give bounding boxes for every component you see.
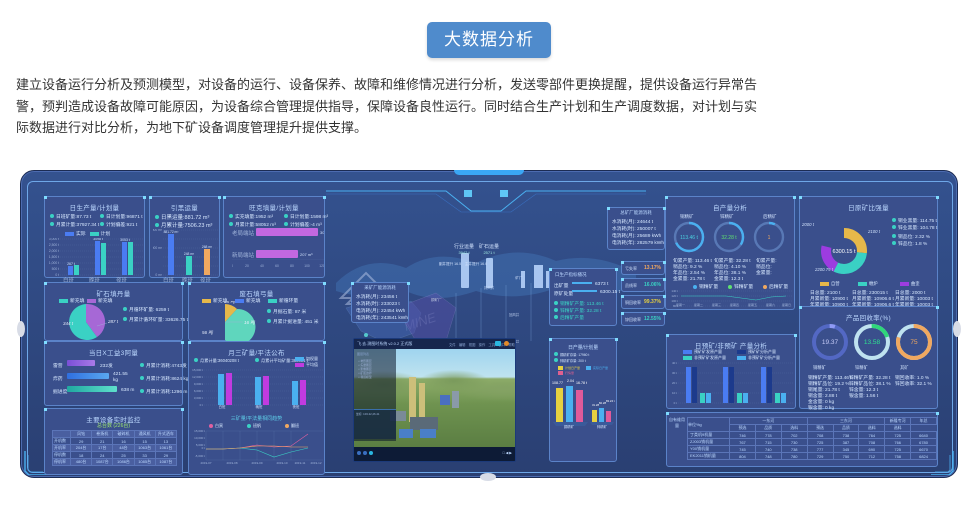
svg-text:3098 t: 3098 t xyxy=(93,238,103,241)
svg-text:回风井: 回风井 xyxy=(509,312,520,317)
svg-text:0: 0 xyxy=(232,264,233,268)
svg-text:2019-09: 2019-09 xyxy=(251,461,262,465)
svg-text:19.37: 19.37 xyxy=(822,339,839,346)
svg-text:16 吨: 16 吨 xyxy=(244,320,256,325)
svg-text:207 m³: 207 m³ xyxy=(300,252,313,257)
svg-text:120: 120 xyxy=(319,264,324,268)
svg-text:10,000 t: 10,000 t xyxy=(194,436,205,440)
svg-text:100: 100 xyxy=(304,264,310,268)
svg-text:83.24 t: 83.24 t xyxy=(606,399,615,403)
svg-text:881.72 m³: 881.72 m³ xyxy=(164,230,180,234)
svg-text:-5,000 t: -5,000 t xyxy=(195,454,205,458)
svg-text:晚班: 晚班 xyxy=(256,404,263,409)
svg-text:140 t: 140 t xyxy=(671,290,678,293)
svg-text:16.78 t: 16.78 t xyxy=(576,381,587,385)
svg-text:3,000 t: 3,000 t xyxy=(49,238,59,241)
svg-text:行业运量: 行业运量 xyxy=(454,243,474,250)
svg-text:0 t: 0 t xyxy=(55,273,59,276)
svg-text:9,000 t: 9,000 t xyxy=(194,382,203,386)
svg-text:15,000 t: 15,000 t xyxy=(192,369,203,372)
svg-text:0 t: 0 t xyxy=(200,403,204,407)
svg-text:0 t: 0 t xyxy=(674,401,678,404)
svg-text:铜精矿: 铜精矿 xyxy=(564,424,575,429)
svg-text:120 t: 120 t xyxy=(671,294,678,298)
svg-text:2000 m³: 2000 m³ xyxy=(153,246,163,250)
svg-text:副井提升 16.5: 副井提升 16.5 xyxy=(439,261,461,266)
svg-text:60: 60 xyxy=(275,264,279,268)
svg-text:锌精矿: 锌精矿 xyxy=(597,424,608,429)
svg-text:12,000 t: 12,000 t xyxy=(192,375,203,379)
svg-text:30 t: 30 t xyxy=(672,371,677,375)
svg-text:2,000 t: 2,000 t xyxy=(49,249,59,253)
svg-text:20 t: 20 t xyxy=(672,381,677,385)
svg-text:15,000 t: 15,000 t xyxy=(194,430,205,433)
svg-text:344 t: 344 t xyxy=(63,321,74,326)
svg-text:20: 20 xyxy=(245,264,249,268)
svg-text:287 t: 287 t xyxy=(107,319,118,324)
svg-text:108.77: 108.77 xyxy=(552,381,563,385)
svg-text:6,000 t: 6,000 t xyxy=(194,389,203,393)
svg-text:2019-11: 2019-11 xyxy=(295,461,306,465)
svg-text:248 m³: 248 m³ xyxy=(184,252,195,256)
svg-text:3942 t: 3942 t xyxy=(458,250,470,255)
svg-text:矿厂: 矿厂 xyxy=(515,275,523,280)
svg-text:2019-07: 2019-07 xyxy=(200,461,211,465)
svg-text:113.46 t: 113.46 t xyxy=(680,235,698,241)
svg-text:铜矿厂: 铜矿厂 xyxy=(431,297,442,302)
svg-text:6300.15 t: 6300.15 t xyxy=(833,249,856,255)
svg-text:1,500 t: 1,500 t xyxy=(49,255,59,259)
svg-text:2019-10: 2019-10 xyxy=(276,461,287,465)
svg-text:主井提升 16.0: 主井提升 16.0 xyxy=(465,261,487,266)
svg-text:1: 1 xyxy=(768,235,771,241)
svg-text:3,000 t: 3,000 t xyxy=(194,396,203,400)
svg-text:268 m³: 268 m³ xyxy=(202,245,213,249)
svg-text:40: 40 xyxy=(260,264,264,268)
svg-text:矿石运量: 矿石运量 xyxy=(479,243,499,250)
svg-text:2019-08: 2019-08 xyxy=(226,461,237,465)
svg-text:2571 t: 2571 t xyxy=(483,250,495,255)
svg-text:75: 75 xyxy=(910,339,918,346)
svg-text:307 m³: 307 m³ xyxy=(320,230,324,235)
svg-text:10 t: 10 t xyxy=(672,391,677,395)
svg-text:3053 t: 3053 t xyxy=(120,238,130,242)
svg-text:2019-12: 2019-12 xyxy=(310,461,321,465)
svg-text:4000 m³: 4000 m³ xyxy=(153,229,163,232)
svg-text:267 t: 267 t xyxy=(67,262,75,266)
svg-text:15 吨: 15 吨 xyxy=(224,301,236,304)
svg-text:500 t: 500 t xyxy=(52,267,59,271)
svg-text:56 吨: 56 吨 xyxy=(202,330,214,335)
svg-text:13.58: 13.58 xyxy=(864,339,881,346)
svg-text:80: 80 xyxy=(290,264,294,268)
svg-text:2,500 t: 2,500 t xyxy=(49,243,59,247)
svg-text:0 t: 0 t xyxy=(202,446,206,450)
svg-text:夜班: 夜班 xyxy=(293,404,300,409)
svg-text:白班: 白班 xyxy=(219,404,226,409)
svg-text:2.04: 2.04 xyxy=(567,379,574,383)
svg-text:0 m³: 0 m³ xyxy=(155,273,162,276)
svg-text:40 t: 40 t xyxy=(672,362,677,365)
svg-text:1,000 t: 1,000 t xyxy=(49,261,59,265)
svg-text:排风井: 排风井 xyxy=(484,285,495,290)
svg-text:32.28 t: 32.28 t xyxy=(721,235,737,241)
